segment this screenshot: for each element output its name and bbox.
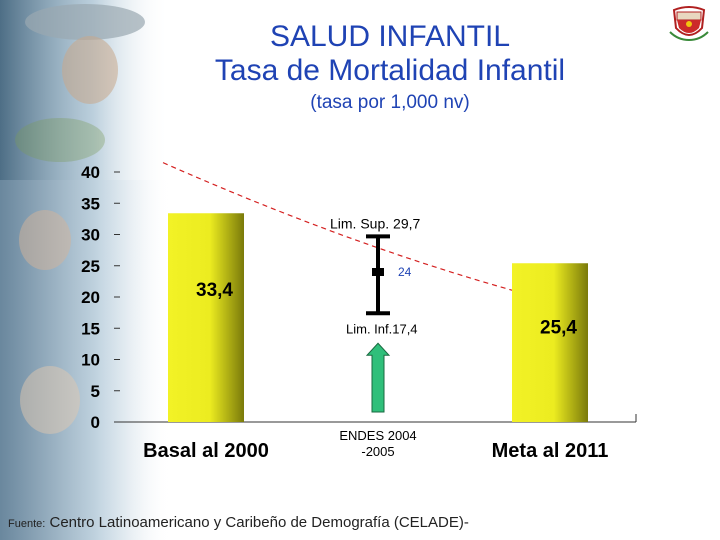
y-tick-label: 10 <box>81 351 100 370</box>
source-note: Fuente: Centro Latinoamericano y Caribeñ… <box>8 514 469 531</box>
error-point-label: 24 <box>398 265 412 279</box>
y-tick-label: 40 <box>81 163 100 182</box>
coat-of-arms-icon <box>669 6 709 42</box>
error-lower-label: Lim. Inf.17,4 <box>346 321 418 336</box>
bar-value-label: 25,4 <box>540 317 577 338</box>
y-tick-label: 5 <box>91 382 100 401</box>
y-tick-label: 30 <box>81 226 100 245</box>
bar-3 <box>512 263 588 422</box>
slide-title-line1: SALUD INFANTIL <box>269 20 511 53</box>
source-text: Centro Latinoamericano y Caribeño de Dem… <box>49 514 469 531</box>
y-tick-label: 0 <box>91 413 100 432</box>
category-label: Basal al 2000 <box>143 440 269 462</box>
error-upper-label: Lim. Sup. 29,7 <box>330 215 420 231</box>
slide-subtitle: (tasa por 1,000 nv) <box>310 92 470 113</box>
category-label-line2: -2005 <box>361 444 394 459</box>
error-bar-point <box>372 268 384 276</box>
photo-collage-strip <box>0 0 170 540</box>
source-label: Fuente: <box>8 518 46 530</box>
trend-line <box>162 162 571 307</box>
bar-value-label: 33,4 <box>196 280 233 301</box>
y-tick-label: 25 <box>81 257 100 276</box>
slide-title-line2: Tasa de Mortalidad Infantil <box>214 54 566 87</box>
bar-1 <box>168 213 244 422</box>
y-tick-label: 20 <box>81 288 100 307</box>
category-label: ENDES 2004 <box>339 428 416 443</box>
up-arrow-icon <box>365 342 391 413</box>
y-tick-label: 15 <box>81 319 100 338</box>
category-label: Meta al 2011 <box>492 440 609 462</box>
y-tick-label: 35 <box>81 194 100 213</box>
